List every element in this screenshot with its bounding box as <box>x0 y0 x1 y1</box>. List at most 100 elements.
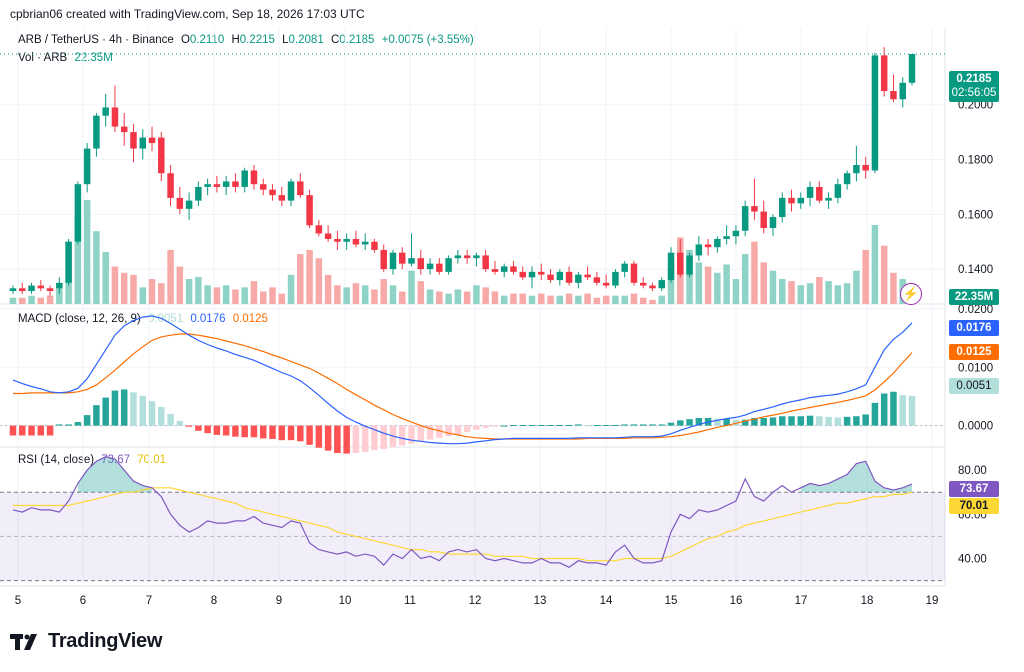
volume-bar <box>630 293 638 304</box>
candle-body <box>102 107 109 116</box>
macd-tick-label: 0.0100 <box>958 362 993 374</box>
volume-bar <box>158 283 165 304</box>
volume-bar <box>306 249 313 304</box>
rsi-overbought-fill <box>77 456 152 493</box>
macd-histogram-bar <box>139 395 146 426</box>
candle-body <box>56 282 63 289</box>
candle-body <box>463 255 471 259</box>
macd-histogram-bar <box>315 425 323 448</box>
volume-bar <box>528 295 536 304</box>
macd-histogram-bar <box>677 420 684 426</box>
candle-body <box>612 271 619 286</box>
open-value: 0.2110 <box>189 34 225 46</box>
volume-bar <box>37 297 45 304</box>
volume-bar <box>232 289 239 304</box>
macd-histogram-bar <box>324 425 332 451</box>
macd-histogram-bar <box>28 425 35 436</box>
volume-bar <box>120 272 128 304</box>
volume-bar <box>167 249 174 304</box>
macd-histogram-bar <box>593 425 601 426</box>
volume-bar <box>853 270 860 304</box>
price-tick-label: 0.2000 <box>958 100 993 112</box>
volume-bar <box>538 293 545 304</box>
candle-body <box>556 271 564 281</box>
candle-body <box>825 197 832 201</box>
volume-label[interactable]: Vol · ARB <box>18 52 68 64</box>
macd-signal-value: 0.0125 <box>232 313 268 325</box>
candle-body <box>213 184 221 187</box>
candle-body <box>816 186 823 201</box>
volume-bar <box>278 293 286 304</box>
volume-bar <box>797 285 805 304</box>
rsi-label[interactable]: RSI (14, close) <box>18 454 95 466</box>
last-price-tag: 0.2185 02:56:05 <box>949 71 999 102</box>
macd-label[interactable]: MACD (close, 12, 26, 9) <box>18 313 141 325</box>
rsi-ma-value: 70.01 <box>137 454 167 466</box>
open-key: O <box>180 34 190 46</box>
candle-body <box>723 236 730 239</box>
macd-histogram-bar <box>556 425 564 426</box>
candle-body <box>74 184 82 242</box>
macd-histogram-bar <box>158 406 165 426</box>
volume-bar <box>287 274 295 304</box>
symbol-title[interactable]: ARB / TetherUS · 4h · Binance <box>18 34 174 46</box>
volume-bar <box>408 270 415 304</box>
macd-histogram-bar <box>658 424 666 426</box>
candle-body <box>417 258 425 270</box>
candle-body <box>899 82 906 100</box>
macd-line <box>12 315 913 445</box>
volume-bar <box>890 272 897 304</box>
macd-histogram-bar <box>102 397 109 426</box>
macd-histogram-bar <box>751 418 758 426</box>
candle-body <box>380 249 387 270</box>
rsi-line <box>12 456 913 568</box>
candle-body <box>741 206 749 231</box>
lightning-icon[interactable]: ⚡ <box>900 283 922 305</box>
macd-histogram-bar <box>908 395 916 426</box>
candle-body <box>130 132 137 149</box>
x-tick-label: 18 <box>861 595 874 607</box>
candle-body <box>445 258 452 272</box>
volume-bar <box>111 266 119 304</box>
tradingview-wordmark: TradingView <box>48 630 163 652</box>
x-tick-label: 12 <box>469 595 482 607</box>
price-tick-label: 0.1600 <box>958 209 993 221</box>
candle-body <box>37 285 45 289</box>
low-value: 0.2081 <box>288 34 324 46</box>
candle-body <box>278 195 286 201</box>
macd-histogram-bar <box>612 425 619 426</box>
rsi-tick-label: 80.00 <box>958 465 987 477</box>
macd-histogram-bar <box>741 419 749 426</box>
volume-bar <box>28 295 35 304</box>
macd-histogram-bar <box>639 424 647 426</box>
macd-histogram-bar <box>602 425 610 426</box>
macd-histogram-bar <box>779 416 786 426</box>
volume-bar <box>222 285 230 304</box>
x-tick-label: 17 <box>795 595 808 607</box>
volume-bar <box>658 295 666 304</box>
macd-histogram-bar <box>343 425 350 454</box>
candle-body <box>269 189 276 196</box>
volume-bar <box>862 249 869 304</box>
volume-value: 22.35M <box>74 52 113 64</box>
x-tick-label: 8 <box>211 595 217 607</box>
candle-body <box>241 170 248 187</box>
candle-body <box>695 244 703 256</box>
volume-bar <box>352 283 360 304</box>
x-tick-label: 19 <box>926 595 939 607</box>
macd-histogram-bar <box>853 416 860 426</box>
candle-body <box>880 55 888 92</box>
candle-body <box>639 282 647 286</box>
volume-bar <box>806 283 814 304</box>
close-value: 0.2185 <box>339 34 375 46</box>
macd-histogram-bar <box>176 420 184 426</box>
candle-body <box>371 241 378 250</box>
x-tick-label: 5 <box>15 595 21 607</box>
volume-bar <box>130 274 137 304</box>
volume-bar <box>723 264 730 304</box>
candle-body <box>167 173 174 198</box>
macd-histogram-bar <box>686 419 693 426</box>
macd-histogram-bar <box>399 425 406 446</box>
x-tick-label: 14 <box>600 595 613 607</box>
